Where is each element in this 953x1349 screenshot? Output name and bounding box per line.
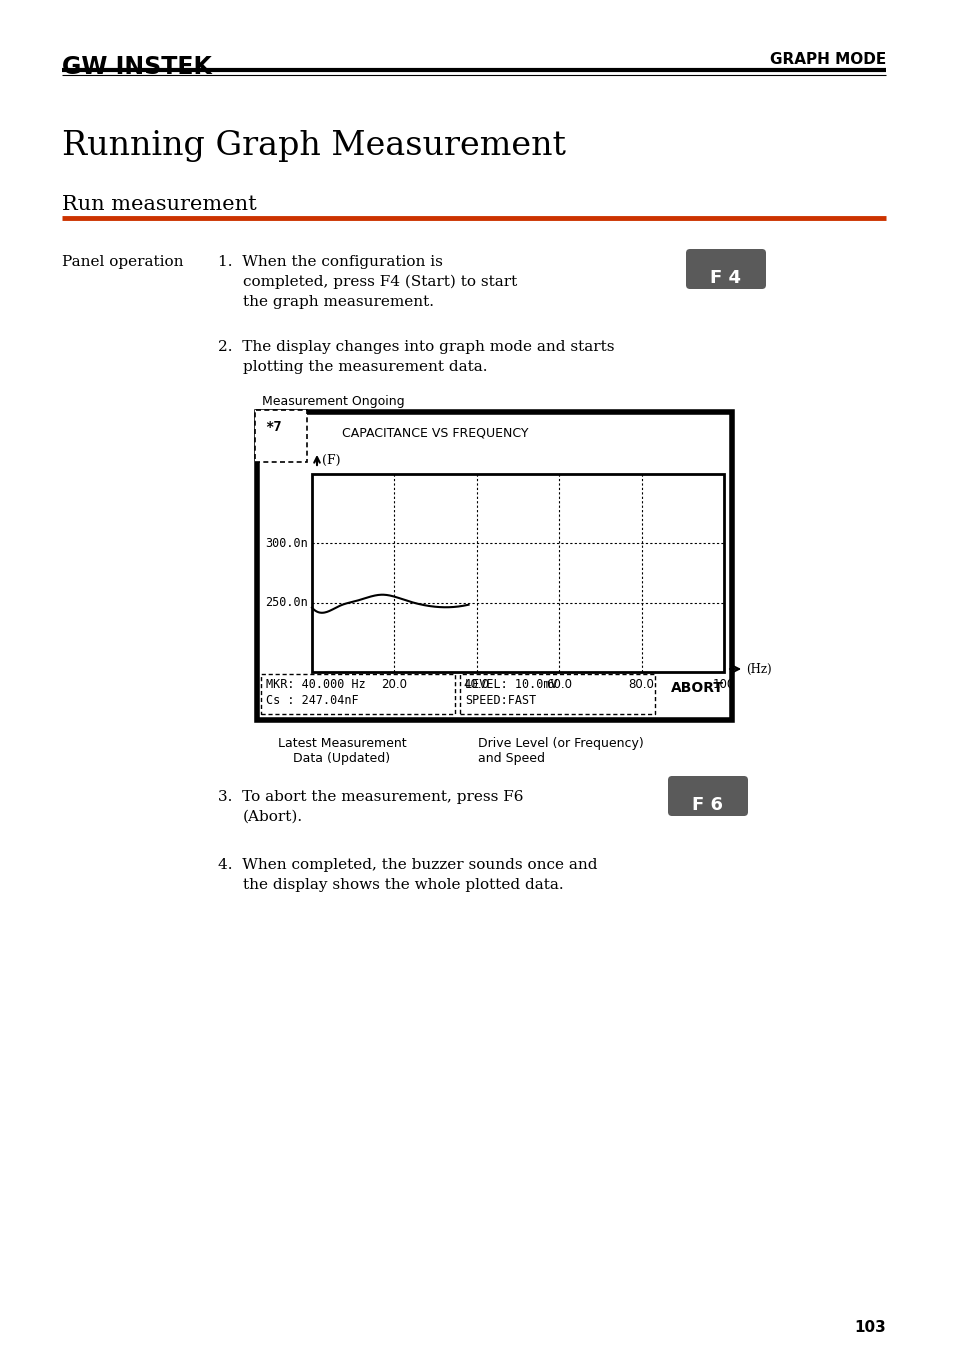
Text: 80.0: 80.0 xyxy=(628,679,654,691)
Text: Panel operation: Panel operation xyxy=(62,255,183,268)
Text: the graph measurement.: the graph measurement. xyxy=(243,295,434,309)
Text: 4.  When completed, the buzzer sounds once and: 4. When completed, the buzzer sounds onc… xyxy=(218,858,597,871)
Bar xyxy=(254,410,307,461)
Text: ABORT: ABORT xyxy=(670,681,723,695)
Text: (Abort).: (Abort). xyxy=(243,809,303,824)
Text: *7: *7 xyxy=(265,420,281,434)
Text: F 4: F 4 xyxy=(710,268,740,287)
Text: 250.0n: 250.0n xyxy=(265,596,308,610)
Text: GW INSTEK: GW INSTEK xyxy=(62,55,212,80)
Text: Drive Level (or Frequency): Drive Level (or Frequency) xyxy=(477,737,643,750)
Text: 60.0: 60.0 xyxy=(546,679,572,691)
Text: Measurement Ongoing: Measurement Ongoing xyxy=(262,395,404,407)
Text: Running Graph Measurement: Running Graph Measurement xyxy=(62,130,565,162)
Text: 100: 100 xyxy=(712,679,735,691)
Bar xyxy=(256,411,731,720)
Text: completed, press F4 (Start) to start: completed, press F4 (Start) to start xyxy=(243,275,517,290)
Text: MKR: 40.000 Hz: MKR: 40.000 Hz xyxy=(266,679,365,691)
Text: 20.0: 20.0 xyxy=(381,679,407,691)
Text: plotting the measurement data.: plotting the measurement data. xyxy=(243,360,487,374)
Text: 1.  When the configuration is: 1. When the configuration is xyxy=(218,255,442,268)
FancyBboxPatch shape xyxy=(685,250,765,289)
Text: GRAPH MODE: GRAPH MODE xyxy=(769,53,885,67)
Text: SPEED:FAST: SPEED:FAST xyxy=(464,693,536,707)
Bar xyxy=(261,674,455,714)
Text: 300.0n: 300.0n xyxy=(265,537,308,550)
Text: 2.  The display changes into graph mode and starts: 2. The display changes into graph mode a… xyxy=(218,340,614,353)
Text: 40.0: 40.0 xyxy=(463,679,489,691)
Text: Latest Measurement: Latest Measurement xyxy=(277,737,406,750)
FancyBboxPatch shape xyxy=(667,776,747,816)
Text: the display shows the whole plotted data.: the display shows the whole plotted data… xyxy=(243,878,563,892)
Text: 3.  To abort the measurement, press F6: 3. To abort the measurement, press F6 xyxy=(218,791,523,804)
Text: Run measurement: Run measurement xyxy=(62,196,256,214)
Text: CAPACITANCE VS FREQUENCY: CAPACITANCE VS FREQUENCY xyxy=(341,426,528,438)
Text: LEVEL: 10.0mV: LEVEL: 10.0mV xyxy=(464,679,558,691)
Text: 103: 103 xyxy=(853,1321,885,1336)
Text: Cs : 247.04nF: Cs : 247.04nF xyxy=(266,693,358,707)
Text: (Hz): (Hz) xyxy=(745,662,771,676)
Bar xyxy=(312,473,723,672)
Text: F 6: F 6 xyxy=(692,796,722,813)
Bar xyxy=(459,674,655,714)
Text: Data (Updated): Data (Updated) xyxy=(294,751,390,765)
Text: (F): (F) xyxy=(322,455,340,467)
Text: and Speed: and Speed xyxy=(477,751,544,765)
